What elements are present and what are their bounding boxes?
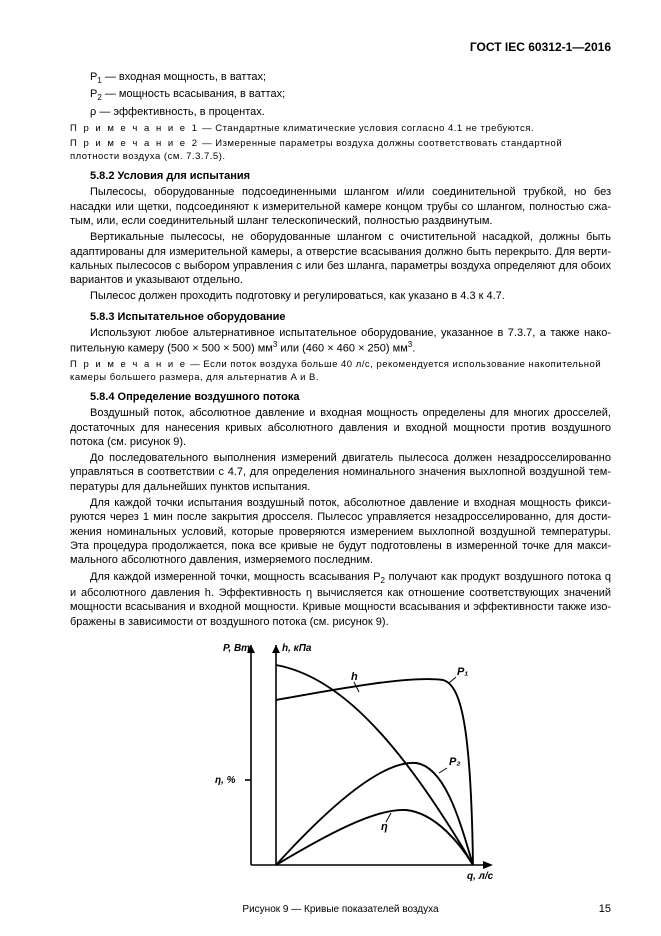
var-rho: ρ — эффективность, в процентах. xyxy=(90,105,611,119)
para-584-2: До последовательного выполнения измерени… xyxy=(70,451,611,494)
note-1-label: П р и м е ч а н и е 1 xyxy=(70,123,199,134)
svg-text:P₁: P₁ xyxy=(457,666,468,678)
svg-text:h: h xyxy=(351,671,358,683)
svg-text:P₂: P₂ xyxy=(449,756,461,768)
figure-9-svg: P, Вт h, кПа η, % q, л/с h P₁ P₂ η xyxy=(181,635,501,895)
para-584-1: Воздушный поток, абсолютное давление и в… xyxy=(70,406,611,449)
para-583-1c: . xyxy=(412,343,415,355)
var-p1: P1 — входная мощность, в ваттах; xyxy=(90,70,611,87)
doc-header: ГОСТ IEC 60312-1—2016 xyxy=(70,40,611,56)
para-582-2: Вертикальные пылесосы, не оборудованные … xyxy=(70,230,611,287)
heading-583: 5.8.3 Испытательное оборудование xyxy=(90,310,611,324)
page: ГОСТ IEC 60312-1—2016 P1 — входная мощно… xyxy=(0,0,661,936)
note-3-label: П р и м е ч а н и е xyxy=(70,359,187,370)
svg-text:q, л/с: q, л/с xyxy=(467,871,494,882)
var-p2: P2 — мощность всасывания, в ваттах; xyxy=(90,87,611,104)
svg-text:η: η xyxy=(381,821,388,833)
svg-text:P, Вт: P, Вт xyxy=(223,643,250,654)
para-583-1: Используют любое альтернативное испытате… xyxy=(70,326,611,356)
para-583-1b: или (460 × 460 × 250) мм xyxy=(277,343,407,355)
heading-582: 5.8.2 Условия для испытания xyxy=(90,169,611,183)
para-582-3: Пылесос должен проходить подготовку и ре… xyxy=(70,289,611,303)
para-582-1: Пылесосы, оборудованные подсоединенными … xyxy=(70,185,611,228)
figure-9: P, Вт h, кПа η, % q, л/с h P₁ P₂ η Рисунок 9 — … xyxy=(70,635,611,916)
para-584-4: Для каждой измеренной точки, мощность вс… xyxy=(70,570,611,629)
var-rho-text: — эффективность, в процентах. xyxy=(96,106,265,118)
para-584-4a: Для каждой измеренной точки, мощность вс… xyxy=(90,571,380,583)
note-2: П р и м е ч а н и е 2 — Измеренные парам… xyxy=(70,138,611,163)
heading-584: 5.8.4 Определение воздушного потока xyxy=(90,390,611,404)
var-p1-text: — входная мощность, в ваттах; xyxy=(102,71,266,83)
svg-text:η, %: η, % xyxy=(215,775,236,786)
page-number: 15 xyxy=(599,902,611,916)
var-p2-text: — мощность всасывания, в ваттах; xyxy=(102,88,285,100)
note-1-text: — Стандартные климатические условия согл… xyxy=(199,123,534,134)
note-3: П р и м е ч а н и е — Если поток воздуха… xyxy=(70,359,611,384)
note-2-label: П р и м е ч а н и е 2 xyxy=(70,138,199,149)
svg-text:h, кПа: h, кПа xyxy=(282,643,312,654)
para-584-3: Для каждой точки испытания воздушный пот… xyxy=(70,496,611,567)
note-1: П р и м е ч а н и е 1 — Стандартные клим… xyxy=(70,123,611,135)
variable-definitions: P1 — входная мощность, в ваттах; P2 — мо… xyxy=(90,70,611,119)
figure-9-caption: Рисунок 9 — Кривые показателей воздуха xyxy=(70,903,611,916)
